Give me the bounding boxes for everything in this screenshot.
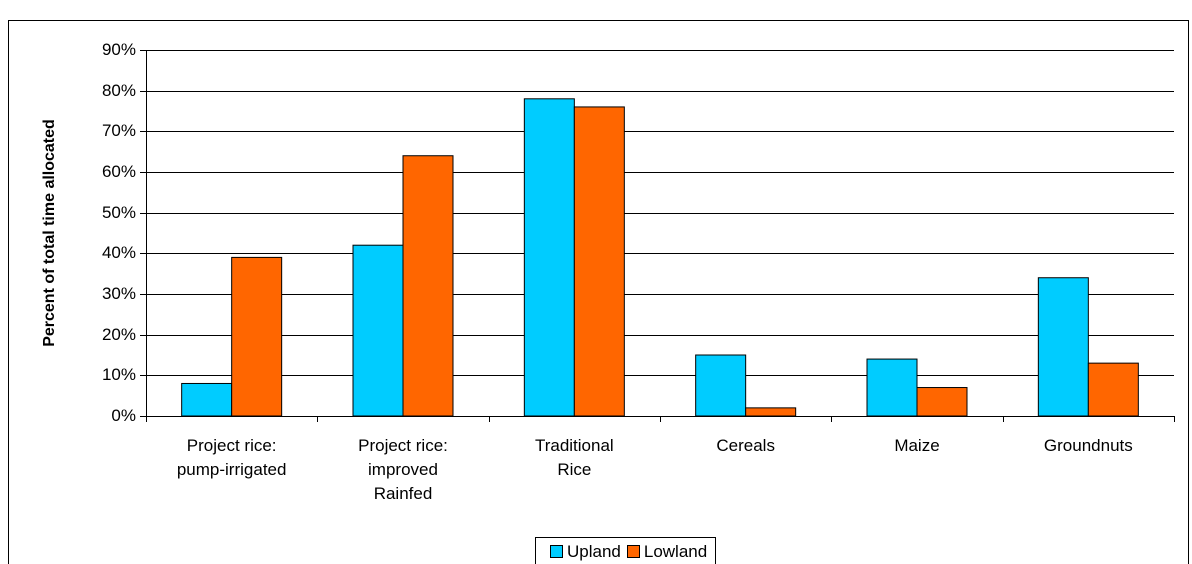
legend-label: Upland xyxy=(567,541,621,561)
plot-area xyxy=(146,50,1174,416)
legend-swatch xyxy=(626,545,640,558)
y-tick-label: 70% xyxy=(102,121,136,140)
x-tick-label: Project rice: pump-irrigated xyxy=(176,436,287,479)
bar xyxy=(523,98,575,417)
bar xyxy=(231,256,283,417)
bar xyxy=(866,358,918,417)
bar xyxy=(745,407,797,417)
legend-swatch xyxy=(550,545,563,558)
x-tick-label: Cereals xyxy=(716,436,775,455)
x-tick-label: Maize xyxy=(894,436,940,455)
bar xyxy=(1037,277,1089,417)
y-tick-label: 40% xyxy=(102,243,136,262)
y-tick-label: 20% xyxy=(102,325,136,344)
bar xyxy=(181,382,233,417)
y-tick-label: 10% xyxy=(102,365,136,384)
y-tick-label: 80% xyxy=(102,81,136,100)
x-tick-label: Groundnuts xyxy=(1043,436,1133,455)
y-tick-label: 0% xyxy=(111,406,136,425)
y-tick-label: 30% xyxy=(102,284,136,303)
x-tick-label: Traditional Rice xyxy=(534,436,614,479)
chart-frame xyxy=(8,20,1189,564)
legend: Upland Lowland xyxy=(535,537,717,564)
bar xyxy=(916,387,968,417)
y-axis-title: Percent of total time allocated xyxy=(41,119,58,347)
y-tick-label: 60% xyxy=(102,162,136,181)
bar xyxy=(352,244,404,417)
legend-label: Lowland xyxy=(643,541,708,561)
x-tick-label: Project rice: improved Rainfed xyxy=(358,436,448,503)
bar xyxy=(573,106,625,417)
bar xyxy=(402,155,454,417)
y-tick-label: 50% xyxy=(102,203,136,222)
bar xyxy=(695,354,747,417)
bar xyxy=(1087,362,1139,417)
y-tick-label: 90% xyxy=(102,40,136,59)
